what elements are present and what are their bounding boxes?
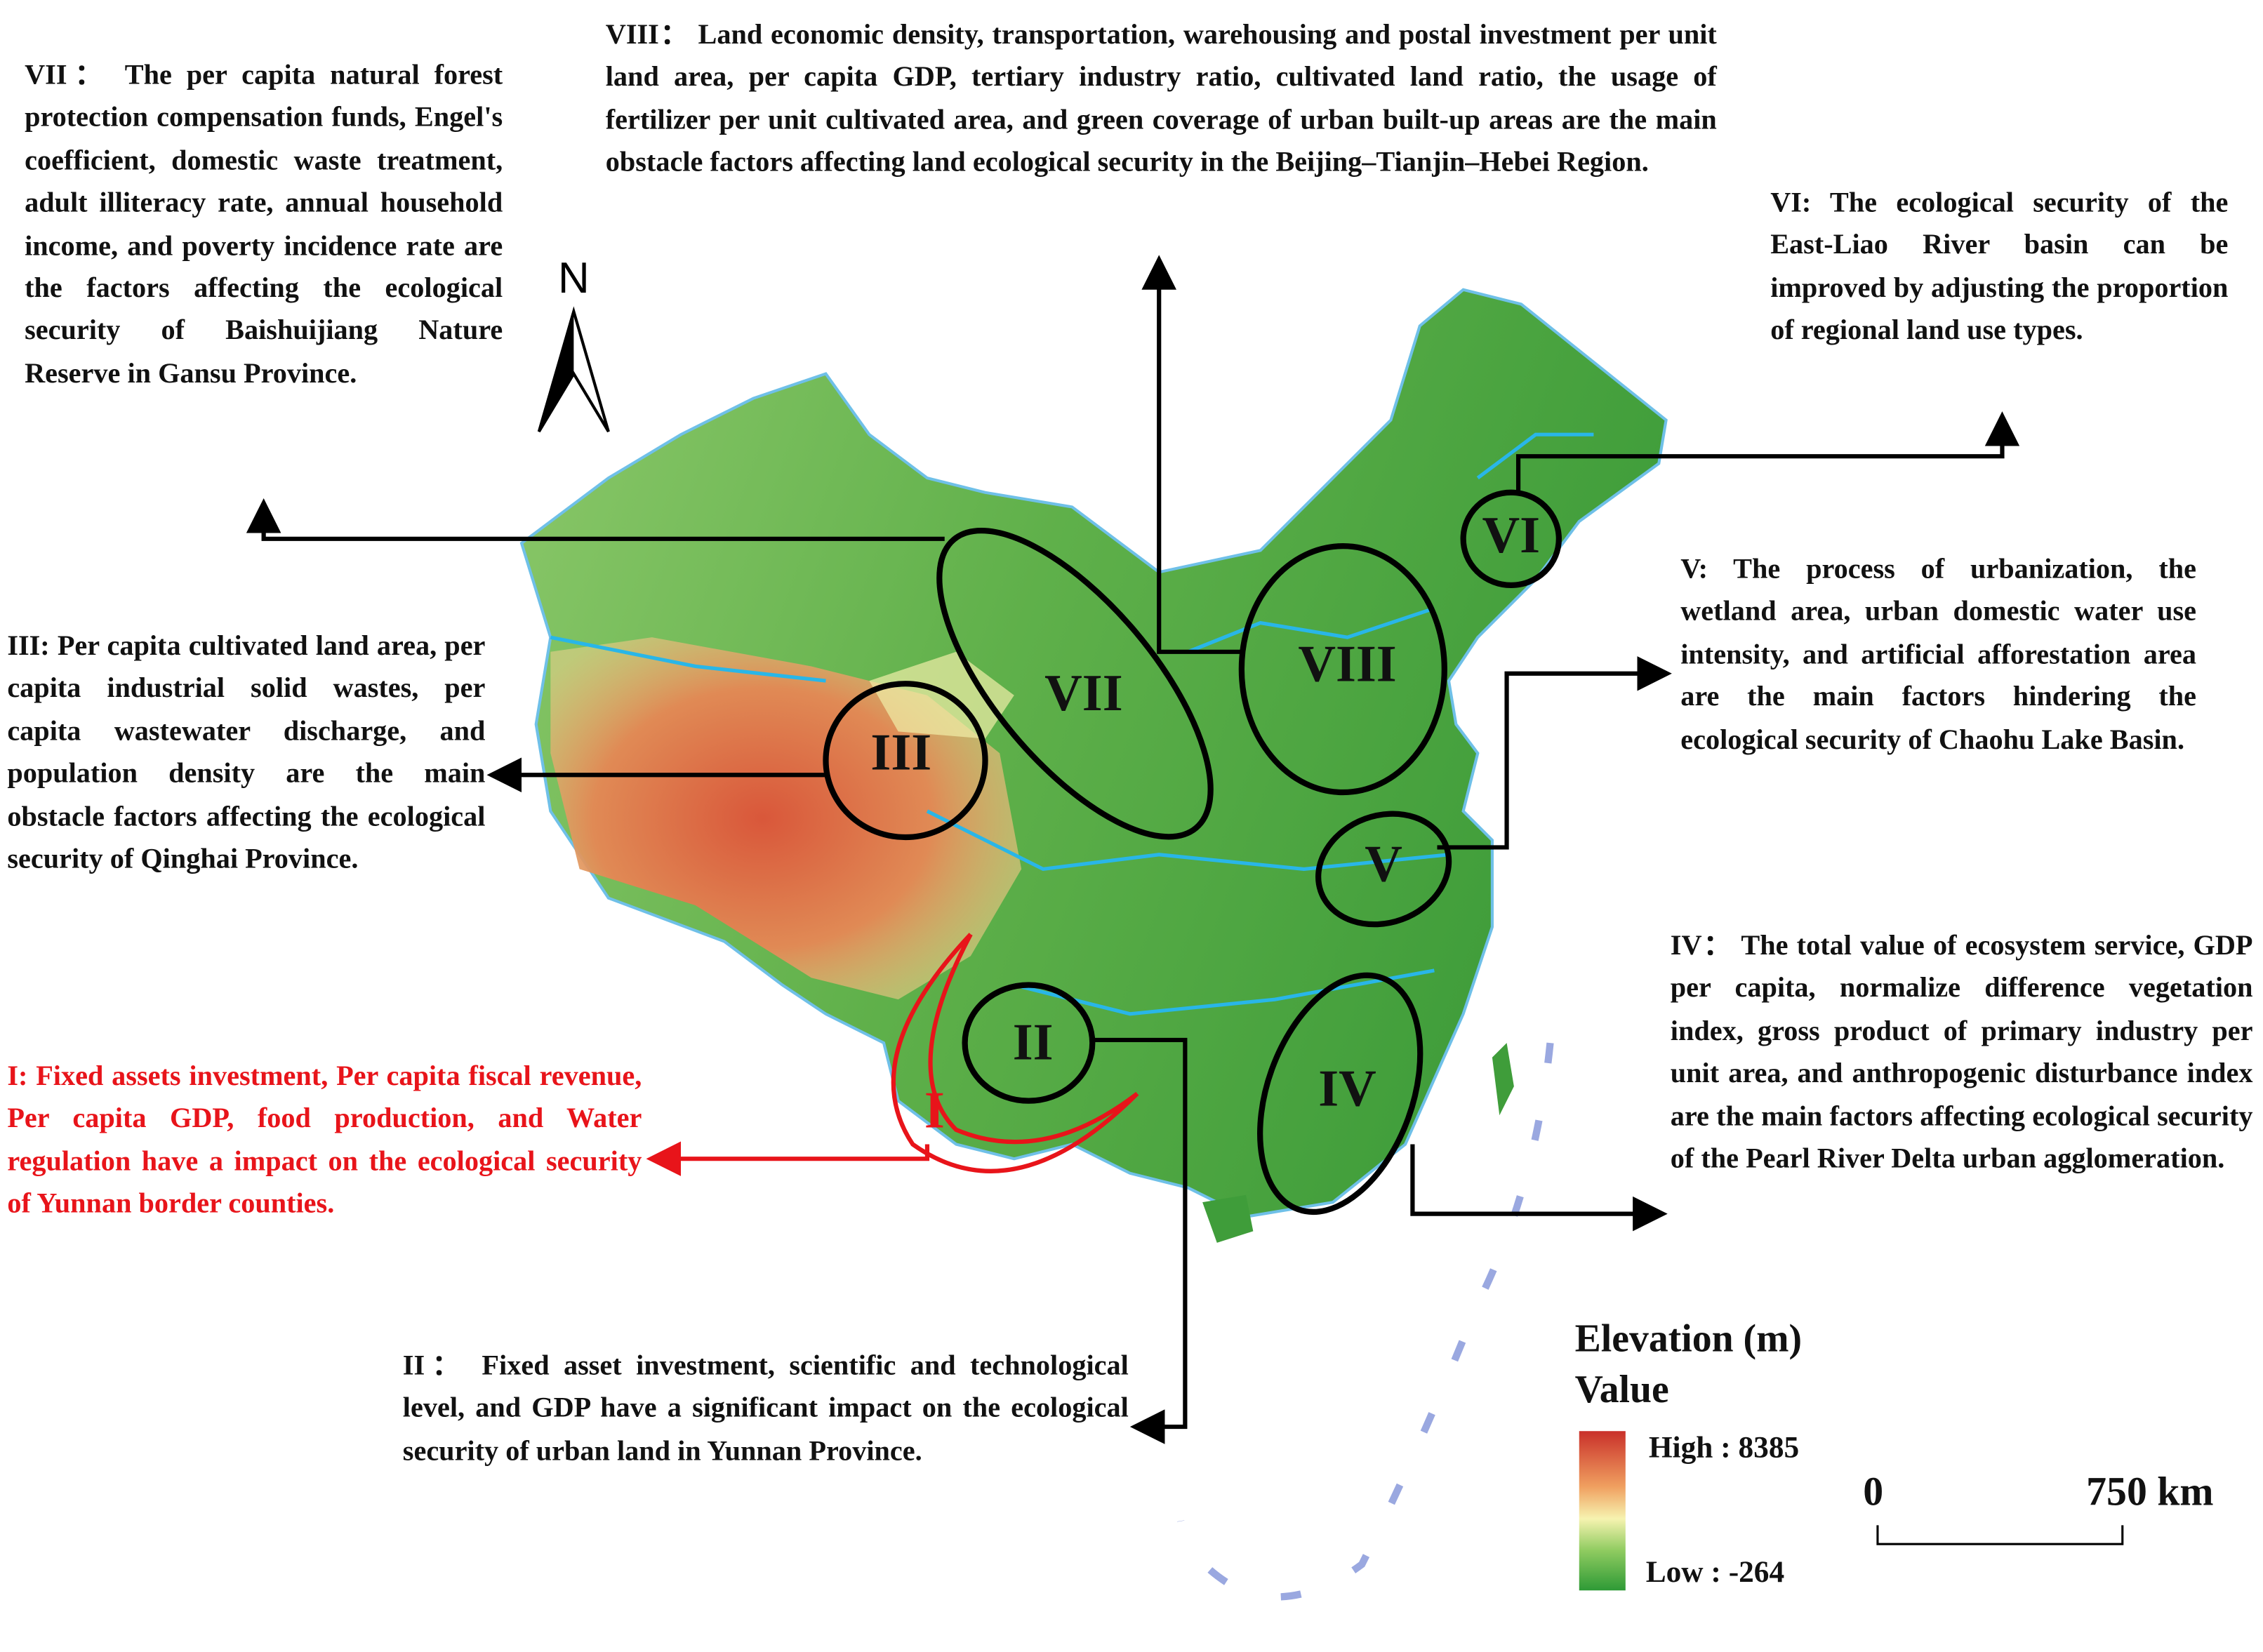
connectors [246,255,2020,1444]
connector-v [1437,655,1672,850]
nine-dash-line [1177,1042,1554,1601]
annotation-viii: VIII： Land economic density, transportat… [605,20,1717,179]
hainan [1202,1194,1254,1243]
north-label: N [558,254,590,302]
legend-high: High : 8385 [1648,1430,1800,1465]
taiwan [1492,1043,1514,1116]
ellipses [823,489,1562,1215]
scale-bar [1876,1525,2124,1545]
crescent-i [891,933,1139,1173]
annotation-iii: III: Per capita cultivated land area, pe… [7,631,486,875]
connector-iv [1410,1144,1668,1232]
ellipse-iv [1257,972,1424,1215]
connector-ii [1094,1037,1188,1444]
region-label: VII [1044,665,1122,722]
rivers [550,432,1594,1016]
legend-ramp [1579,1431,1626,1591]
legend-title: Elevation (m) [1574,1317,1803,1361]
annotation-i: I: Fixed assets investment, Per capita f… [7,1061,642,1220]
land-outline [519,288,1668,1218]
region-label: IV [1318,1060,1376,1117]
scale-start: 0 [1863,1470,1884,1515]
annotation-vii: VII： The per capita natural forest prote… [25,60,503,389]
scale-end: 750 km [2086,1470,2214,1515]
ellipse-ii [962,982,1096,1104]
ellipse-vii [936,527,1214,840]
annotation-ii: II： Fixed asset investment, scientific a… [402,1351,1129,1467]
annotation-iv: IV： The total value of ecosystem service… [1670,931,2253,1175]
annotation-vi: VI: The ecological security of the East-… [1770,188,2229,347]
ellipse-vi [1460,489,1562,588]
region-label: II [1013,1013,1054,1071]
connector-viii [1141,255,1243,654]
region-label: VIII [1298,636,1396,693]
connector-vi [1515,411,2020,495]
region-label: VI [1482,507,1540,564]
legend-subtitle: Value [1574,1367,1669,1411]
desert [869,651,1014,739]
region-label: V [1365,835,1402,893]
ellipse-viii [1238,542,1447,796]
region-label: I [924,1081,945,1139]
legend-low: Low : -264 [1645,1554,1785,1590]
region-label: III [870,724,931,782]
annotation-v: V: The process of urbanization, the wetl… [1680,554,2197,756]
connector-i [646,1141,930,1176]
ellipse-iii [823,681,988,841]
connector-vii [246,498,945,541]
